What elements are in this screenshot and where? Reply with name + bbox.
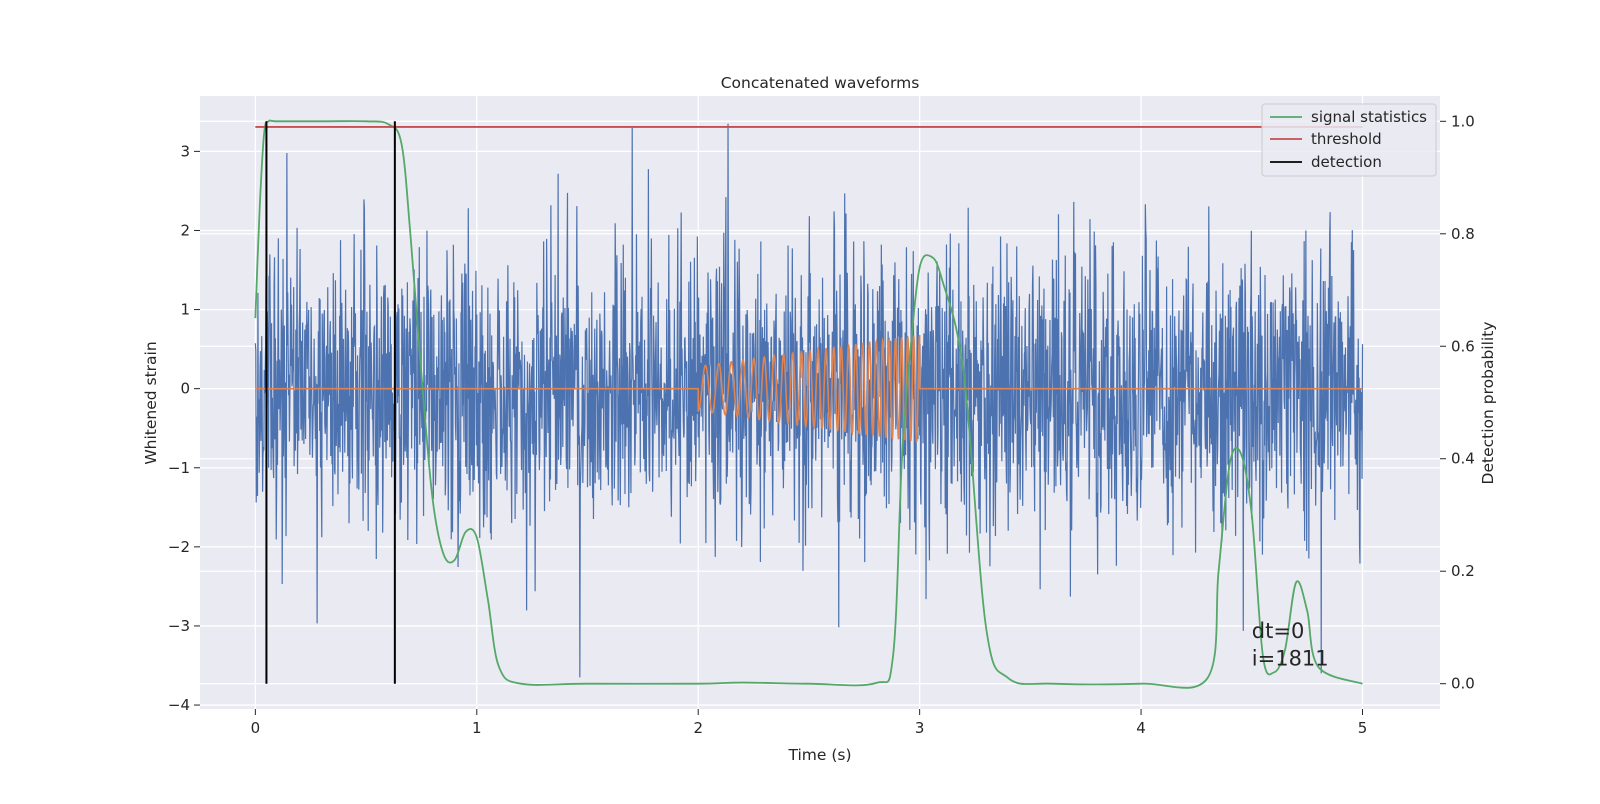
x-axis-label: Time (s) xyxy=(787,746,851,764)
legend-label-detection: detection xyxy=(1311,153,1382,171)
y2-tick-label-0: 0.0 xyxy=(1451,675,1475,693)
y2-tick-label-2: 0.4 xyxy=(1451,450,1475,468)
x-tick-label-2: 2 xyxy=(693,719,703,737)
annotations: dt=0 i=1811 xyxy=(1252,619,1329,671)
x-tick-label-5: 5 xyxy=(1358,719,1368,737)
y-tick-label-5: 1 xyxy=(180,301,190,319)
x-tick-label-4: 4 xyxy=(1136,719,1146,737)
y-tick-label-1: −3 xyxy=(168,617,190,635)
x-tick-label-1: 1 xyxy=(472,719,482,737)
series-layer xyxy=(254,119,1364,689)
y-tick-label-0: −4 xyxy=(168,696,190,714)
y2-tick-label-4: 0.8 xyxy=(1451,225,1475,243)
ticks: 0 1 2 3 4 5 −4 −3 −2 −1 0 1 2 3 0.0 0.2 0.4 0.6 0.8 1.0 xyxy=(168,112,1475,737)
y2-tick-label-1: 0.2 xyxy=(1451,562,1475,580)
injection-series xyxy=(255,334,1363,443)
y2-axis-label: Detection probability xyxy=(1479,322,1497,485)
y2-tick-label-5: 1.0 xyxy=(1451,112,1475,130)
legend: signal statistics threshold detection xyxy=(1261,103,1437,177)
legend-label-threshold: threshold xyxy=(1311,130,1382,148)
signal-statistics-series xyxy=(254,119,1363,689)
annotation-1: i=1811 xyxy=(1252,646,1329,670)
annotation-0: dt=0 xyxy=(1252,619,1305,643)
y-tick-label-3: −1 xyxy=(168,459,190,477)
x-tick-label-3: 3 xyxy=(915,719,925,737)
legend-label-signal-statistics: signal statistics xyxy=(1311,108,1427,126)
legend-box xyxy=(1261,103,1437,177)
x-tick-label-0: 0 xyxy=(251,719,261,737)
y-tick-label-4: 0 xyxy=(180,380,190,398)
strain-series xyxy=(254,123,1364,678)
y-tick-label-6: 2 xyxy=(180,221,190,239)
y-axis-label: Whitened strain xyxy=(142,341,160,464)
y2-tick-label-3: 0.6 xyxy=(1451,337,1475,355)
y-tick-label-7: 3 xyxy=(180,142,190,160)
chart-title: Concatenated waveforms xyxy=(721,74,920,92)
y-tick-label-2: −2 xyxy=(168,538,190,556)
